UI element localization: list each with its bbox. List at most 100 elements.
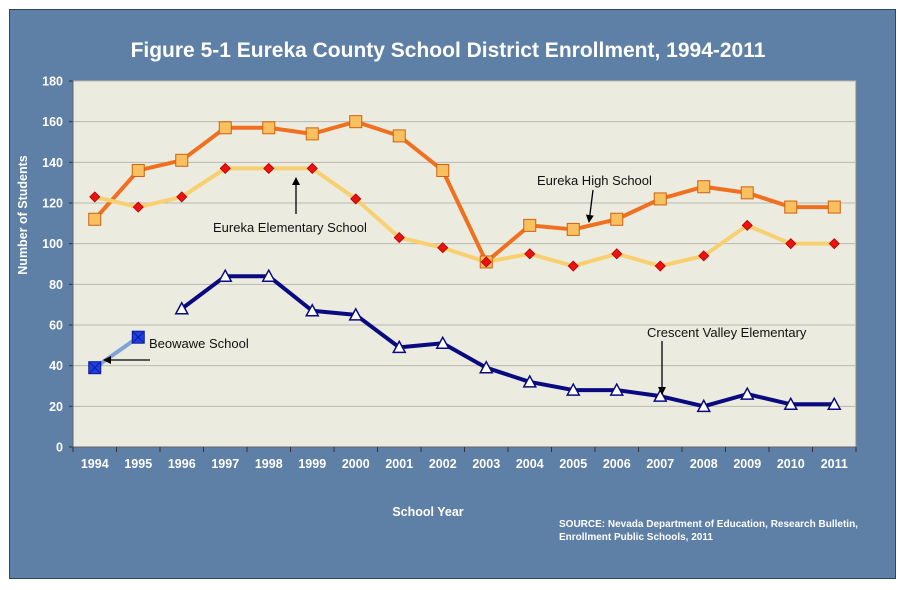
data-point-crescent-valley [478, 360, 494, 374]
data-point-high-school [175, 153, 189, 167]
series-line-2 [180, 274, 835, 409]
y-tick-label: 120 [42, 197, 63, 211]
data-point-elementary [263, 162, 275, 174]
series-markers [88, 115, 842, 413]
x-tick-label: 2002 [429, 457, 457, 471]
data-point-elementary [785, 238, 797, 250]
y-tick-label: 40 [49, 359, 63, 373]
data-point-crescent-valley [261, 268, 277, 282]
data-point-high-school [697, 180, 711, 194]
source-line-1: SOURCE: Nevada Department of Education, … [559, 519, 858, 530]
data-point-elementary [480, 256, 492, 268]
data-point-elementary [654, 260, 666, 272]
x-tick-label: 2005 [559, 457, 587, 471]
data-point-elementary [176, 191, 188, 203]
x-tick-label: 2006 [603, 457, 631, 471]
data-point-crescent-valley [304, 303, 320, 317]
data-point-high-school [827, 200, 841, 214]
data-point-high-school [392, 129, 406, 143]
data-point-crescent-valley [391, 339, 407, 354]
data-point-crescent-valley [783, 396, 799, 411]
x-axis-title: School Year [392, 505, 463, 519]
data-point-beowawe-cross [132, 331, 144, 343]
x-tick-label: 2008 [690, 457, 718, 471]
data-point-elementary [350, 193, 362, 205]
data-point-crescent-valley [565, 382, 581, 396]
data-point-high-school [740, 186, 754, 200]
data-point-high-school [566, 222, 580, 236]
y-tick-label: 80 [49, 278, 63, 292]
data-point-high-school [349, 115, 363, 129]
data-point-elementary [219, 162, 231, 174]
data-point-crescent-valley [652, 388, 668, 402]
data-point-high-school [653, 192, 667, 206]
data-point-high-school [218, 121, 232, 135]
x-tick-label: 1996 [168, 457, 196, 471]
data-point-high-school [436, 163, 450, 177]
data-point-high-school [784, 200, 798, 214]
data-point-crescent-valley [348, 307, 364, 321]
y-axis-title: Number of Students [16, 155, 30, 274]
data-point-elementary [698, 250, 710, 262]
annotation-label: Beowawe School [149, 336, 249, 351]
data-point-elementary [828, 238, 840, 250]
series-line-3 [93, 335, 140, 370]
annotation-label: Eureka Elementary School [213, 220, 367, 235]
y-tick-label: 140 [42, 156, 63, 170]
annotation-label: Crescent Valley Elementary [647, 325, 807, 340]
plot-area [72, 80, 857, 448]
data-point-elementary [306, 162, 318, 174]
x-tick-label: 2003 [472, 457, 500, 471]
data-point-crescent-valley [522, 374, 538, 388]
annotation-arrow [585, 189, 594, 223]
y-tick-label: 180 [42, 75, 63, 89]
source-line-2: Enrollment Public Schools, 2011 [559, 532, 713, 543]
x-tick-label: 2000 [342, 457, 370, 471]
data-point-crescent-valley [609, 382, 625, 396]
data-point-elementary [393, 232, 405, 244]
data-point-elementary [89, 191, 101, 203]
y-tick-label: 20 [49, 400, 63, 414]
x-tick-label: 1994 [81, 457, 109, 471]
chart-title: Figure 5-1 Eureka County School District… [131, 39, 766, 62]
x-tick-label: 1999 [298, 457, 326, 471]
data-point-high-school [610, 212, 624, 226]
y-tick-label: 0 [56, 441, 63, 455]
data-point-elementary [741, 219, 753, 231]
annotation-label: Eureka High School [537, 173, 652, 188]
annotations: Eureka High School Eureka Elementary Scho… [103, 173, 807, 395]
y-tick-label: 160 [42, 115, 63, 129]
gridlines [73, 80, 856, 407]
data-point-crescent-valley [217, 268, 233, 282]
data-point-crescent-valley [435, 335, 451, 350]
data-point-elementary [132, 201, 144, 213]
series-line-1 [94, 166, 835, 269]
data-point-crescent-valley [174, 301, 190, 315]
y-tick-label: 60 [49, 319, 63, 333]
series-lines [93, 119, 835, 409]
x-tick-label: 2010 [777, 457, 805, 471]
x-tick-label: 1998 [255, 457, 283, 471]
x-tick-label: 2009 [733, 457, 761, 471]
data-point-high-school [262, 121, 276, 135]
data-point-high-school [305, 127, 319, 141]
y-tick-label: 100 [42, 237, 63, 251]
data-point-elementary [567, 260, 579, 272]
data-point-elementary [524, 248, 536, 260]
x-tick-label: 2001 [385, 457, 413, 471]
x-tick-label: 1997 [211, 457, 239, 471]
x-tick-label: 2007 [646, 457, 674, 471]
x-tick-label: 2004 [516, 457, 544, 471]
data-point-beowawe-cross [89, 362, 101, 374]
data-point-high-school [88, 212, 102, 226]
series-line-0 [93, 119, 835, 264]
data-point-high-school [131, 163, 145, 177]
x-tick-label: 2011 [821, 457, 848, 471]
x-tick-label: 1995 [124, 457, 152, 471]
data-point-crescent-valley [739, 386, 755, 400]
data-point-high-school [523, 218, 537, 232]
data-point-elementary [611, 248, 623, 260]
axes: 0 20 40 60 80 100 120 140 160 180 1994 1995 1996 1997… [42, 75, 857, 471]
data-point-elementary [437, 242, 449, 254]
